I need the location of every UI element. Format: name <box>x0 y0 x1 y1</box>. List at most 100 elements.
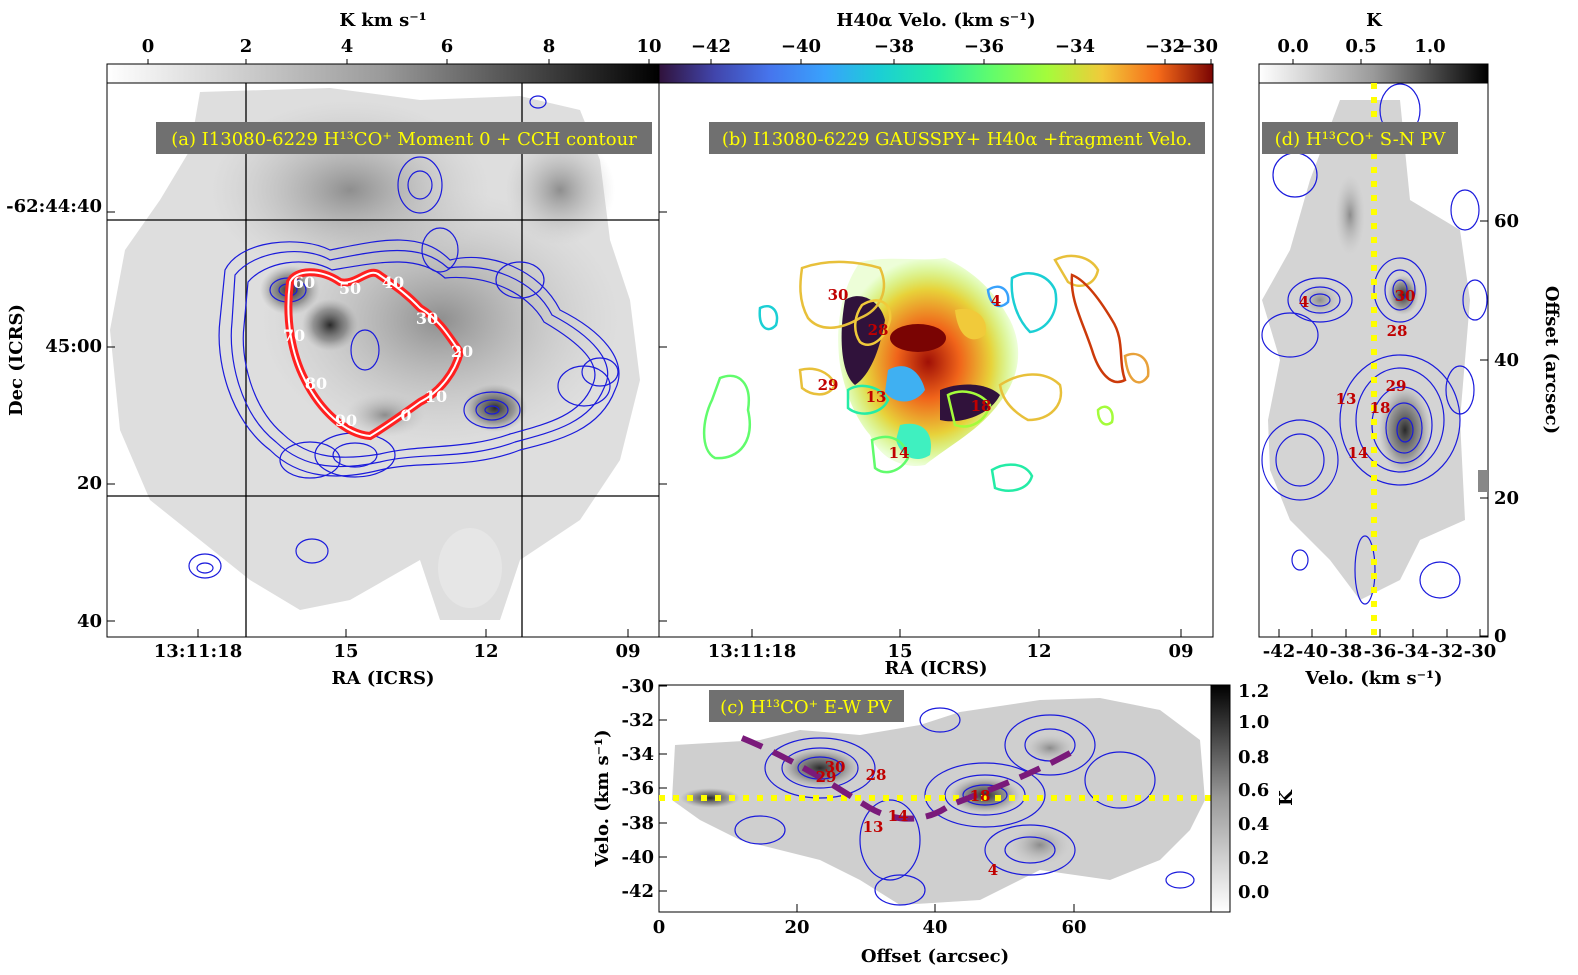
ring-labels: 0 10 20 30 40 50 60 70 80 90 <box>283 273 473 430</box>
offset-tick: 20 <box>784 917 809 938</box>
colorbar-c-tick: 0.8 <box>1238 747 1269 768</box>
colorbar-a <box>106 63 660 84</box>
fragment-contours <box>702 254 1150 492</box>
colorbar-d-label: K <box>1366 10 1383 31</box>
colorbar-b-ticks: −42 −40 −38 −36 −34 −32 −30 <box>691 36 1218 64</box>
fragment-label: 4 <box>1299 293 1309 311</box>
offset-tick: 40 <box>922 917 947 938</box>
velo-tick: -40 <box>621 847 654 868</box>
colorbar-d-ticks: 0.0 0.5 1.0 <box>1277 36 1446 64</box>
ring-label: 30 <box>416 309 438 328</box>
fragment-label: 29 <box>1386 377 1407 395</box>
dec-tick: 40 <box>77 611 102 632</box>
ra-tick: 12 <box>1026 641 1051 662</box>
panel-c-xlabel: Offset (arcsec) <box>861 946 1009 967</box>
fragment-label: 30 <box>1395 287 1416 305</box>
ring-label: 50 <box>339 279 361 298</box>
ring-label: 80 <box>305 374 327 393</box>
colorbar-c-tick: 0.4 <box>1238 814 1269 835</box>
fragment-label: 28 <box>868 321 889 339</box>
ring-label: 70 <box>283 326 305 345</box>
velo-tick: -32 <box>1431 641 1464 662</box>
colorbar-c-tick: 1.2 <box>1238 681 1269 702</box>
offset-tick: 20 <box>1494 488 1519 509</box>
dashed-fit-curve <box>740 735 1074 822</box>
panel-d-xlabel: Velo. (km s⁻¹) <box>1304 668 1442 689</box>
colorbar-a-tick: 4 <box>341 36 354 57</box>
panel-d-title-box <box>1262 122 1458 154</box>
colorbar-d-tick: 1.0 <box>1414 36 1445 57</box>
dec-tick: 45:00 <box>45 336 102 357</box>
colorbar-b-tick: −34 <box>1055 36 1095 57</box>
offset-tick: 0 <box>1494 626 1507 647</box>
offset-tick: 0 <box>653 917 666 938</box>
velocity-map <box>838 258 1019 466</box>
panel-d-ylabel: Offset (arcsec) <box>1541 286 1562 434</box>
colorbar-c-ticks: 1.2 1.0 0.8 0.6 0.4 0.2 0.0 <box>1238 681 1269 903</box>
red-ring <box>284 268 465 441</box>
ring-label: 90 <box>335 411 357 430</box>
colorbar-a-label: K km s⁻¹ <box>339 10 426 31</box>
velo-tick: -30 <box>621 676 654 697</box>
panel-d: 0.0 0.5 1.0 K <box>1258 10 1562 689</box>
panel-a: 0 2 4 6 8 10 K km s⁻¹ <box>6 10 662 689</box>
velo-tick: -32 <box>621 710 654 731</box>
offset-tick: 40 <box>1494 350 1519 371</box>
velo-tick: -38 <box>621 813 654 834</box>
velo-tick: -36 <box>1364 641 1397 662</box>
colorbar-b-label: H40α Velo. (km s⁻¹) <box>836 10 1035 31</box>
fragment-label: 13 <box>863 818 884 836</box>
ra-tick: 12 <box>473 641 498 662</box>
fragment-label: 14 <box>1348 444 1369 462</box>
fragment-label: 28 <box>866 766 887 784</box>
velo-tick: -34 <box>621 744 654 765</box>
panel-a-grid <box>107 83 659 637</box>
velo-tick: -40 <box>1296 641 1329 662</box>
panel-c-axes: 0 20 40 60 Offset (arcsec) -30 -32 -34 -… <box>592 676 1087 967</box>
panel-c-title: (c) H¹³CO⁺ E-W PV <box>720 697 893 718</box>
fragment-label: 30 <box>828 286 849 304</box>
pv-sn-image <box>1262 100 1488 600</box>
colorbar-a-tick: 10 <box>636 36 661 57</box>
colorbar-c-tick: 1.0 <box>1238 712 1269 733</box>
colorbar-b-tick: −32 <box>1145 36 1185 57</box>
ra-tick: 15 <box>887 641 912 662</box>
colorbar-b-tick: −42 <box>691 36 731 57</box>
panel-c-ylabel: Velo. (km s⁻¹) <box>592 729 613 867</box>
panel-b-title: (b) I13080-6229 GAUSSPY+ H40α +fragment … <box>722 129 1192 150</box>
fragment-label: 29 <box>818 376 839 394</box>
fragment-label: 14 <box>888 807 909 825</box>
panel-a-title-box <box>156 122 652 154</box>
panel-b: −42 −40 −38 −36 −34 −32 −30 H40α Velo. (… <box>658 10 1218 679</box>
panel-a-ylabel: Dec (ICRS) <box>6 304 27 416</box>
panel-a-axes: 13:11:18 15 12 09 RA (ICRS) -62:44:40 45… <box>6 196 641 689</box>
panel-b-title-box <box>709 122 1205 154</box>
colorbar-b <box>658 63 1214 84</box>
fragment-label: 18 <box>970 787 991 805</box>
fragment-label: 30 <box>825 758 846 776</box>
fragment-label: 29 <box>816 768 837 786</box>
velo-tick: -42 <box>1263 641 1296 662</box>
offset-tick: 60 <box>1494 211 1519 232</box>
fragment-label: 13 <box>866 388 887 406</box>
fragment-labels-d: 4 30 28 29 13 18 14 <box>1299 287 1416 462</box>
colorbar-c-label: K <box>1276 789 1297 806</box>
velo-tick: -38 <box>1330 641 1363 662</box>
colorbar-a-ticks: 0 2 4 6 8 10 <box>142 36 662 64</box>
colorbar-c-tick: 0.2 <box>1238 848 1269 869</box>
fragment-label: 18 <box>971 397 992 415</box>
ra-tick: 13:11:18 <box>154 641 242 662</box>
velo-tick: -34 <box>1397 641 1430 662</box>
ring-label: 60 <box>293 273 315 292</box>
fragment-label: 13 <box>1336 390 1357 408</box>
colorbar-d-tick: 0.5 <box>1345 36 1376 57</box>
pv-sn-contours <box>1261 83 1488 605</box>
velo-tick: -42 <box>621 881 654 902</box>
ring-label: 40 <box>382 273 404 292</box>
colorbar-b-tick: −36 <box>964 36 1004 57</box>
colorbar-a-tick: 6 <box>441 36 454 57</box>
colorbar-b-tick: −40 <box>781 36 821 57</box>
dec-tick: -62:44:40 <box>6 196 102 217</box>
ra-tick: 09 <box>615 641 640 662</box>
